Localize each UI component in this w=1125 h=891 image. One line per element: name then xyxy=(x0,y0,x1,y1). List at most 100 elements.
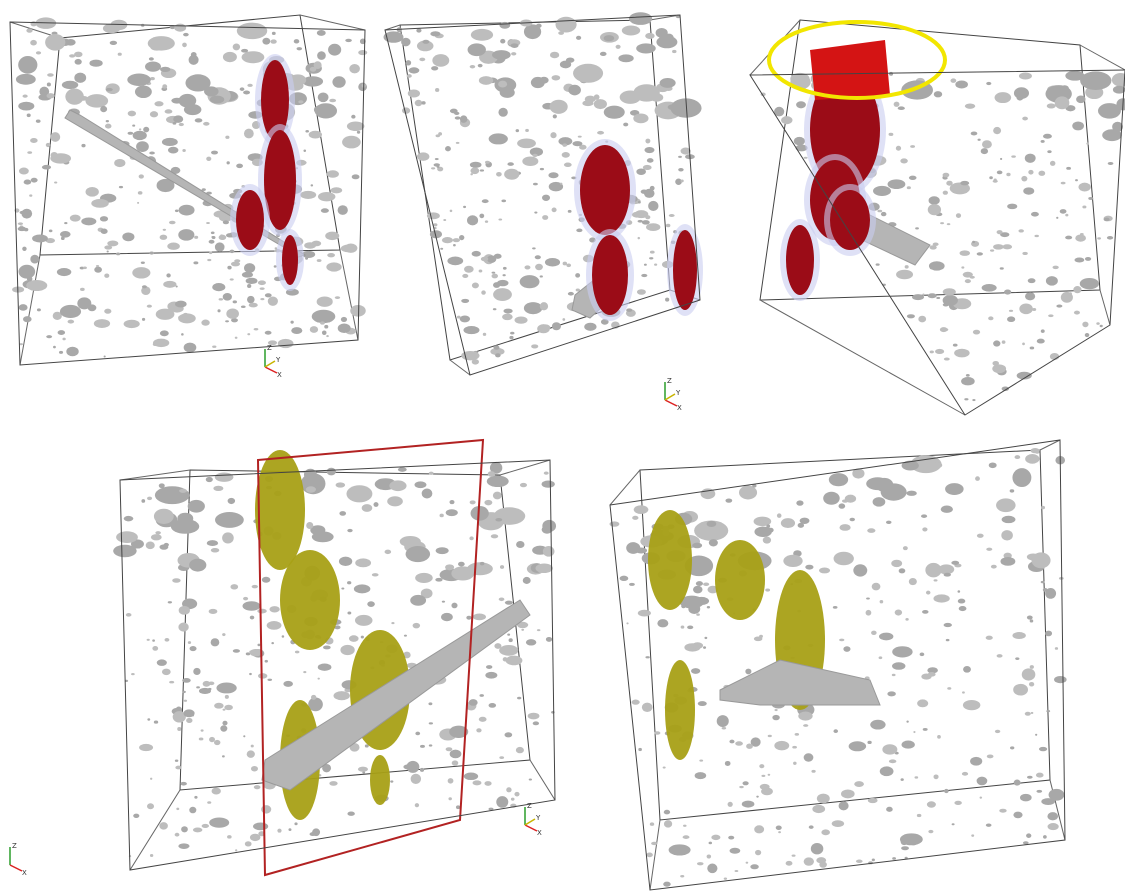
particle xyxy=(371,573,379,577)
particle xyxy=(746,743,753,749)
particle xyxy=(651,841,658,846)
particle xyxy=(478,76,494,85)
particle xyxy=(335,482,346,488)
red-region xyxy=(830,190,870,250)
particle xyxy=(970,756,983,766)
particle xyxy=(648,200,659,212)
particle xyxy=(455,141,460,144)
particle xyxy=(463,772,479,781)
particle xyxy=(1021,175,1028,182)
axis-label: Y xyxy=(675,389,681,397)
particle xyxy=(222,708,226,711)
particle xyxy=(105,123,112,129)
particle xyxy=(1046,709,1051,713)
particle xyxy=(1072,121,1085,131)
particle xyxy=(894,609,903,616)
particle xyxy=(785,860,793,866)
particle xyxy=(672,49,677,54)
particle xyxy=(264,293,272,298)
particle xyxy=(209,95,225,104)
particle xyxy=(1011,155,1016,158)
particle xyxy=(942,172,950,178)
particle xyxy=(273,265,277,268)
particle xyxy=(958,189,964,193)
particle xyxy=(218,234,227,240)
particle xyxy=(946,223,951,226)
particle xyxy=(637,200,641,204)
particle xyxy=(322,763,332,773)
particle xyxy=(64,222,68,225)
particle xyxy=(224,694,229,699)
particle xyxy=(510,43,519,48)
particle xyxy=(441,600,446,603)
particle xyxy=(351,174,360,180)
particle xyxy=(895,145,902,151)
particle xyxy=(188,54,199,65)
particle xyxy=(507,633,511,636)
particle xyxy=(1040,139,1045,143)
particle xyxy=(492,491,502,500)
particle xyxy=(659,78,676,88)
axis-y xyxy=(264,360,276,368)
particle xyxy=(579,144,587,150)
particle xyxy=(539,275,543,278)
particle xyxy=(484,781,492,786)
particle xyxy=(403,764,414,770)
red-region xyxy=(261,60,289,140)
particle xyxy=(32,234,48,243)
particle xyxy=(575,288,580,292)
particle xyxy=(963,665,971,673)
particle xyxy=(344,243,358,253)
particle xyxy=(1040,580,1045,584)
particle xyxy=(59,230,71,238)
particle xyxy=(961,377,975,386)
particle xyxy=(753,636,763,642)
particle xyxy=(357,766,368,772)
particle xyxy=(139,743,154,752)
particle xyxy=(535,263,543,271)
particle xyxy=(342,135,361,149)
particle xyxy=(496,796,509,808)
particle xyxy=(927,667,938,674)
particle xyxy=(841,789,855,799)
particle xyxy=(943,357,950,361)
particle xyxy=(1000,556,1016,566)
particle xyxy=(631,699,640,705)
particle xyxy=(680,147,691,155)
particle xyxy=(389,480,407,492)
particle xyxy=(793,136,805,146)
particle xyxy=(1048,788,1065,801)
particle xyxy=(632,515,639,520)
particle xyxy=(892,857,897,860)
particle xyxy=(493,253,502,259)
particle xyxy=(211,235,215,239)
particle xyxy=(882,744,898,755)
particle xyxy=(999,267,1004,270)
cube-edge xyxy=(1099,289,1111,326)
particle xyxy=(104,273,110,278)
particle xyxy=(447,256,464,266)
particle xyxy=(872,497,886,507)
axis-label: Z xyxy=(527,802,532,810)
particle xyxy=(99,216,109,222)
particle xyxy=(198,687,212,695)
particle xyxy=(551,322,561,331)
particle xyxy=(908,577,917,586)
particle xyxy=(232,43,241,51)
particle xyxy=(441,612,453,622)
particle xyxy=(161,668,171,676)
particle xyxy=(780,518,796,529)
particle xyxy=(182,42,187,48)
particle xyxy=(383,31,404,43)
particle xyxy=(340,316,348,323)
particle xyxy=(682,835,690,839)
particle xyxy=(531,344,539,349)
particle xyxy=(944,788,949,794)
particle xyxy=(665,223,671,228)
red-region xyxy=(264,130,296,230)
particle xyxy=(933,774,939,780)
particle xyxy=(181,333,184,336)
particle xyxy=(455,805,461,810)
particle xyxy=(1036,789,1043,793)
